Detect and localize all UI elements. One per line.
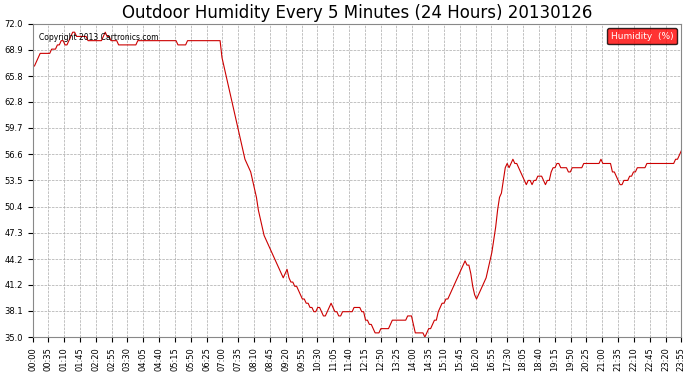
Text: Copyright 2013 Cartronics.com: Copyright 2013 Cartronics.com	[39, 33, 159, 42]
Title: Outdoor Humidity Every 5 Minutes (24 Hours) 20130126: Outdoor Humidity Every 5 Minutes (24 Hou…	[121, 4, 592, 22]
Legend: Humidity  (%): Humidity (%)	[607, 28, 677, 45]
